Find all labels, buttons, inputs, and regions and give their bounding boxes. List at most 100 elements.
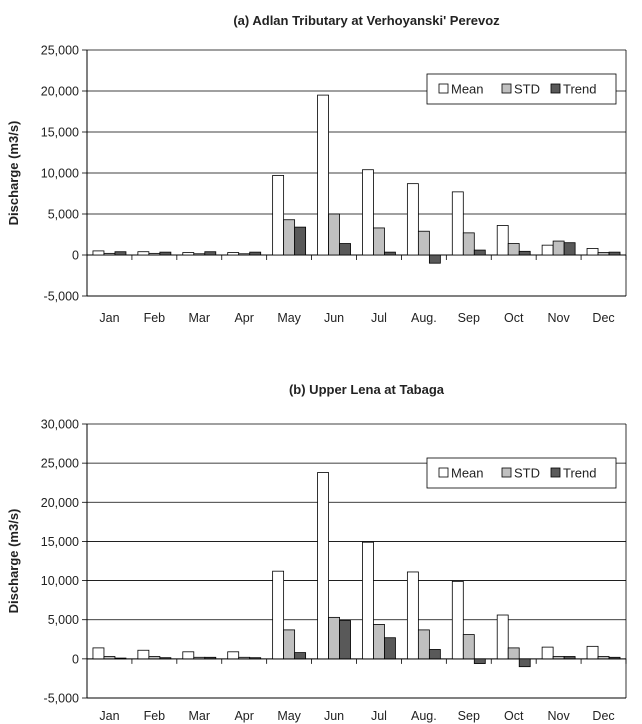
x-tick-label: Mar — [189, 311, 211, 325]
bar-mean-sep — [451, 191, 464, 256]
bar-trend-dec — [608, 656, 621, 660]
legend-label-trend: Trend — [563, 82, 596, 97]
bar-mean-may — [272, 570, 285, 660]
x-tick-label: May — [277, 311, 301, 325]
bar-trend-sep — [473, 658, 486, 664]
bar-std-aug — [417, 230, 430, 256]
bar-trend-apr — [249, 251, 262, 256]
bar-mean-nov — [541, 646, 554, 660]
y-tick-label: 5,000 — [48, 613, 79, 627]
bar-mean-aug — [406, 571, 419, 660]
y-tick-label: 20,000 — [41, 496, 79, 510]
bar-std-feb — [148, 656, 161, 660]
bar-mean-may — [272, 175, 285, 256]
y-tick-label: 30,000 — [41, 418, 79, 432]
bar-trend-jan — [114, 657, 127, 660]
bar-mean-mar — [182, 252, 195, 256]
bar-std-oct — [507, 647, 520, 660]
bar-std-jul — [373, 227, 385, 256]
legend-swatch-trend — [550, 83, 561, 94]
y-tick-label: 15,000 — [41, 535, 79, 549]
legend-label-std: STD — [514, 466, 540, 481]
bar-std-nov — [552, 240, 565, 256]
bar-mean-oct — [496, 225, 509, 256]
bar-mean-apr — [227, 651, 240, 660]
x-tick-label: Aug. — [411, 709, 437, 723]
y-tick-label: 5,000 — [48, 208, 79, 222]
bar-trend-jun — [339, 243, 351, 256]
bar-std-aug — [417, 629, 430, 660]
x-tick-label: Mar — [189, 709, 211, 723]
legend-swatch-mean — [438, 83, 449, 94]
bar-mean-jan — [92, 647, 105, 660]
bar-mean-jul — [362, 169, 374, 256]
bar-mean-mar — [182, 651, 195, 660]
y-axis-label: Discharge (m3/s) — [6, 121, 21, 226]
bar-trend-aug — [428, 254, 441, 264]
y-tick-label: 25,000 — [41, 44, 79, 58]
x-tick-label: Dec — [592, 311, 614, 325]
bar-mean-nov — [541, 244, 554, 256]
x-tick-label: Apr — [234, 311, 253, 325]
chart-title: (a) Adlan Tributary at Verhoyanski' Pere… — [233, 13, 500, 28]
bar-mean-sep — [451, 580, 464, 660]
legend-swatch-std — [501, 467, 512, 478]
y-tick-label: 0 — [72, 249, 79, 263]
legend-label-trend: Trend — [563, 466, 596, 481]
bar-std-apr — [238, 656, 251, 660]
x-tick-label: Feb — [144, 311, 166, 325]
bar-trend-feb — [159, 657, 172, 660]
legend-label-std: STD — [514, 82, 540, 97]
x-tick-label: Jul — [371, 311, 387, 325]
bar-trend-oct — [518, 658, 531, 668]
bar-std-jan — [103, 656, 116, 660]
bar-std-oct — [507, 243, 520, 256]
x-tick-label: Jan — [99, 311, 119, 325]
legend-label-mean: Mean — [451, 82, 484, 97]
x-tick-label: Jun — [324, 709, 344, 723]
bar-trend-jan — [114, 251, 127, 256]
bar-trend-feb — [159, 251, 172, 256]
bar-mean-dec — [586, 645, 599, 660]
bar-mean-jan — [92, 250, 105, 256]
x-tick-label: Apr — [234, 709, 253, 723]
bar-trend-mar — [204, 656, 217, 660]
bar-trend-may — [294, 652, 307, 660]
legend-swatch-std — [501, 83, 512, 94]
bar-trend-apr — [249, 657, 262, 660]
bar-std-may — [283, 629, 296, 660]
bar-trend-nov — [563, 242, 576, 256]
y-tick-label: -5,000 — [44, 692, 79, 706]
legend-swatch-trend — [550, 467, 561, 478]
x-tick-label: Jul — [371, 709, 387, 723]
bar-mean-feb — [137, 251, 150, 256]
bar-mean-aug — [406, 183, 419, 256]
bar-mean-dec — [586, 248, 599, 256]
bar-std-dec — [597, 252, 610, 256]
bar-trend-dec — [608, 251, 621, 256]
bar-std-sep — [462, 232, 475, 256]
x-tick-label: Jun — [324, 311, 344, 325]
bar-trend-may — [294, 226, 307, 256]
y-axis-label: Discharge (m3/s) — [6, 509, 21, 614]
bar-trend-oct — [518, 250, 531, 256]
bar-std-may — [283, 219, 296, 256]
bar-std-dec — [597, 656, 610, 660]
bar-mean-apr — [227, 252, 240, 256]
bar-std-feb — [148, 252, 161, 256]
bar-std-sep — [462, 634, 475, 660]
bar-trend-jun — [339, 620, 351, 660]
bar-mean-feb — [137, 649, 150, 660]
legend: Mean STD Trend — [426, 457, 617, 489]
y-tick-label: 10,000 — [41, 167, 79, 181]
bar-trend-sep — [473, 249, 486, 256]
legend-box — [426, 73, 617, 105]
bar-std-nov — [552, 656, 565, 660]
x-tick-label: Dec — [592, 709, 614, 723]
x-tick-label: Oct — [504, 709, 524, 723]
bar-mean-jul — [362, 541, 374, 660]
bar-trend-jul — [384, 251, 396, 256]
x-tick-label: Sep — [458, 311, 480, 325]
legend-label-mean: Mean — [451, 466, 484, 481]
